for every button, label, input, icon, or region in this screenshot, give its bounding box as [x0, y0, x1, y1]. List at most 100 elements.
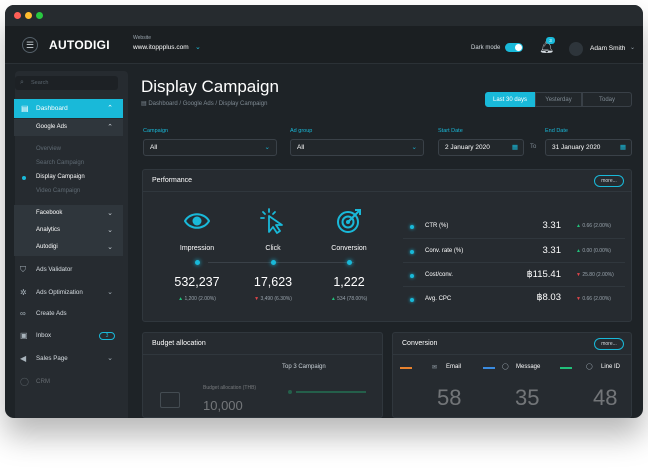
sidebar-item-overview[interactable]: Overview — [36, 146, 62, 152]
avatar[interactable] — [569, 42, 583, 56]
ad-group-label: Ad group — [290, 128, 313, 134]
metric-label-avg-cpc: Avg. CPC — [425, 296, 452, 302]
kpi-delta-text: 534 (78.00%) — [337, 296, 368, 302]
maximize-window-button[interactable] — [36, 12, 43, 19]
range-last-30-days[interactable]: Last 30 days — [485, 92, 535, 107]
search-icon: ⌕ — [20, 79, 24, 86]
chevron-down-icon: ⌄ — [107, 210, 113, 217]
dark-mode-toggle[interactable] — [505, 43, 523, 52]
inbox-count-badge: 3 — [99, 332, 115, 340]
metric-label-ctr: CTR (%) — [425, 223, 449, 229]
ad-group-value: All — [297, 144, 305, 151]
calendar-icon[interactable]: ▦ — [511, 144, 518, 151]
chevron-down-icon[interactable]: ⌄ — [195, 44, 201, 51]
eye-icon — [184, 213, 210, 229]
chevron-down-icon: ⌄ — [264, 144, 270, 151]
end-date-field[interactable]: 31 January 2020 ▦ — [545, 139, 632, 156]
sidebar-item-ads-optimization[interactable]: ✲ Ads Optimization ⌄ — [14, 284, 123, 301]
search-placeholder: Search — [31, 80, 49, 86]
megaphone-icon: ◀ — [20, 354, 27, 363]
sidebar-item-label: Facebook — [36, 210, 63, 216]
metric-delta-conv-rate: ▲ 0.00 (0.00%) — [576, 248, 611, 254]
sidebar-item-display-campaign[interactable]: Display Campaign — [36, 174, 85, 180]
start-date-field[interactable]: 2 January 2020 ▦ — [438, 139, 524, 156]
legend-dot — [288, 390, 292, 394]
range-yesterday[interactable]: Yesterday — [535, 92, 582, 107]
sidebar-item-search-campaign[interactable]: Search Campaign — [36, 160, 85, 166]
sidebar-item-label: CRM — [36, 378, 51, 385]
campaign-value: All — [150, 144, 158, 151]
target-icon — [337, 209, 361, 233]
link-icon: ∞ — [20, 309, 26, 318]
close-window-button[interactable] — [14, 12, 21, 19]
kpi-value-impression: 532,237 — [174, 275, 220, 289]
kpi-value-click: 17,623 — [253, 275, 293, 289]
divider — [403, 238, 625, 239]
notification-badge: 3 — [546, 37, 555, 44]
performance-more-button[interactable]: more... — [594, 175, 624, 187]
conversion-more-button[interactable]: more... — [594, 338, 624, 350]
wallet-icon — [160, 392, 180, 408]
metric-label-conv-rate: Conv. rate (%) — [425, 248, 464, 254]
campaign-label: Campaign — [143, 128, 169, 134]
metric-delta-avg-cpc: ▼ 0.66 (2.00%) — [576, 296, 611, 302]
dashboard-icon: ▤ — [21, 104, 29, 113]
sidebar-group-facebook[interactable]: Facebook ⌄ — [14, 205, 123, 222]
sidebar-group-analytics[interactable]: Analytics ⌄ — [14, 222, 123, 239]
kpi-delta-conversion: ▲ 534 (78.00%) — [314, 296, 384, 302]
chevron-down-icon[interactable]: ⌄ — [630, 45, 636, 51]
metric-delta-ctr: ▲ 0.66 (2.00%) — [576, 223, 611, 229]
sidebar-item-label: Sales Page — [36, 355, 68, 362]
trend-down-icon: ▼ — [576, 272, 581, 278]
sparkle-icon: ✲ — [20, 288, 27, 297]
calendar-icon[interactable]: ▦ — [619, 144, 626, 151]
sidebar-item-dashboard[interactable]: ▤ Dashboard ⌃ — [14, 99, 123, 118]
hamburger-menu-icon[interactable]: ☰ — [22, 37, 38, 53]
metric-delta-text: 25.80 (2.00%) — [582, 272, 614, 278]
website-selector[interactable]: www.itoppplus.com — [133, 44, 189, 51]
message-swatch — [483, 367, 495, 369]
kpi-dot — [347, 260, 352, 265]
app-header: ☰ AUTODIGI Website www.itoppplus.com ⌄ D… — [5, 26, 643, 64]
metric-value-cost-conv: ฿115.41 — [526, 269, 561, 280]
range-today[interactable]: Today — [582, 92, 632, 107]
metric-delta-text: 0.00 (0.00%) — [582, 248, 611, 254]
line-app-icon: ◯ — [586, 364, 593, 370]
ad-group-select[interactable]: All ⌄ — [290, 139, 424, 156]
channel-value-line-id: 48 — [593, 385, 618, 410]
metric-delta-text: 0.66 (2.00%) — [582, 296, 611, 302]
minimize-window-button[interactable] — [25, 12, 32, 19]
chat-icon: ◯ — [502, 364, 509, 370]
start-date-label: Start Date — [438, 128, 463, 134]
channel-label-email: Email — [446, 364, 462, 370]
kpi-name-click: Click — [265, 245, 281, 252]
sidebar-item-crm[interactable]: ◯ CRM — [14, 373, 123, 390]
dark-mode-label: Dark mode — [471, 45, 501, 51]
breadcrumb: ▤ Dashboard / Google Ads / Display Campa… — [141, 101, 268, 107]
campaign-select[interactable]: All ⌄ — [143, 139, 277, 156]
performance-title: Performance — [152, 177, 193, 184]
conversion-panel: Conversion more... — [392, 332, 632, 418]
breadcrumb-text[interactable]: Dashboard / Google Ads / Display Campaig… — [148, 101, 268, 107]
website-label: Website — [133, 35, 151, 41]
trend-down-icon: ▼ — [254, 296, 260, 302]
sidebar-item-create-ads[interactable]: ∞ Create Ads — [14, 305, 123, 322]
sidebar-item-inbox[interactable]: ▣ Inbox 3 — [14, 327, 123, 344]
sidebar-item-ads-validator[interactable]: ⛉ Ads Validator — [14, 261, 123, 278]
sidebar-item-label: Autodigi — [36, 244, 58, 250]
trend-down-icon: ▼ — [576, 296, 581, 302]
metric-dot — [410, 298, 414, 302]
sidebar-group-google-ads[interactable]: Google Ads ⌃ — [14, 119, 123, 136]
sidebar-item-video-campaign[interactable]: Video Campaign — [36, 188, 81, 194]
search-input[interactable]: ⌕ Search — [15, 76, 118, 90]
metric-dot — [410, 274, 414, 278]
sidebar-item-sales-page[interactable]: ◀ Sales Page ⌄ — [14, 350, 123, 367]
kpi-value-conversion: 1,222 — [333, 275, 365, 289]
budget-sub-value: 10,000 — [203, 398, 243, 413]
email-swatch — [400, 367, 412, 369]
sidebar-group-autodigi[interactable]: Autodigi ⌄ — [14, 239, 123, 256]
user-name[interactable]: Adam Smith — [590, 45, 626, 52]
kpi-delta-text: 1,200 (2.00%) — [184, 296, 216, 302]
metric-delta-text: 0.66 (2.00%) — [582, 223, 611, 229]
conversion-title: Conversion — [402, 340, 438, 347]
